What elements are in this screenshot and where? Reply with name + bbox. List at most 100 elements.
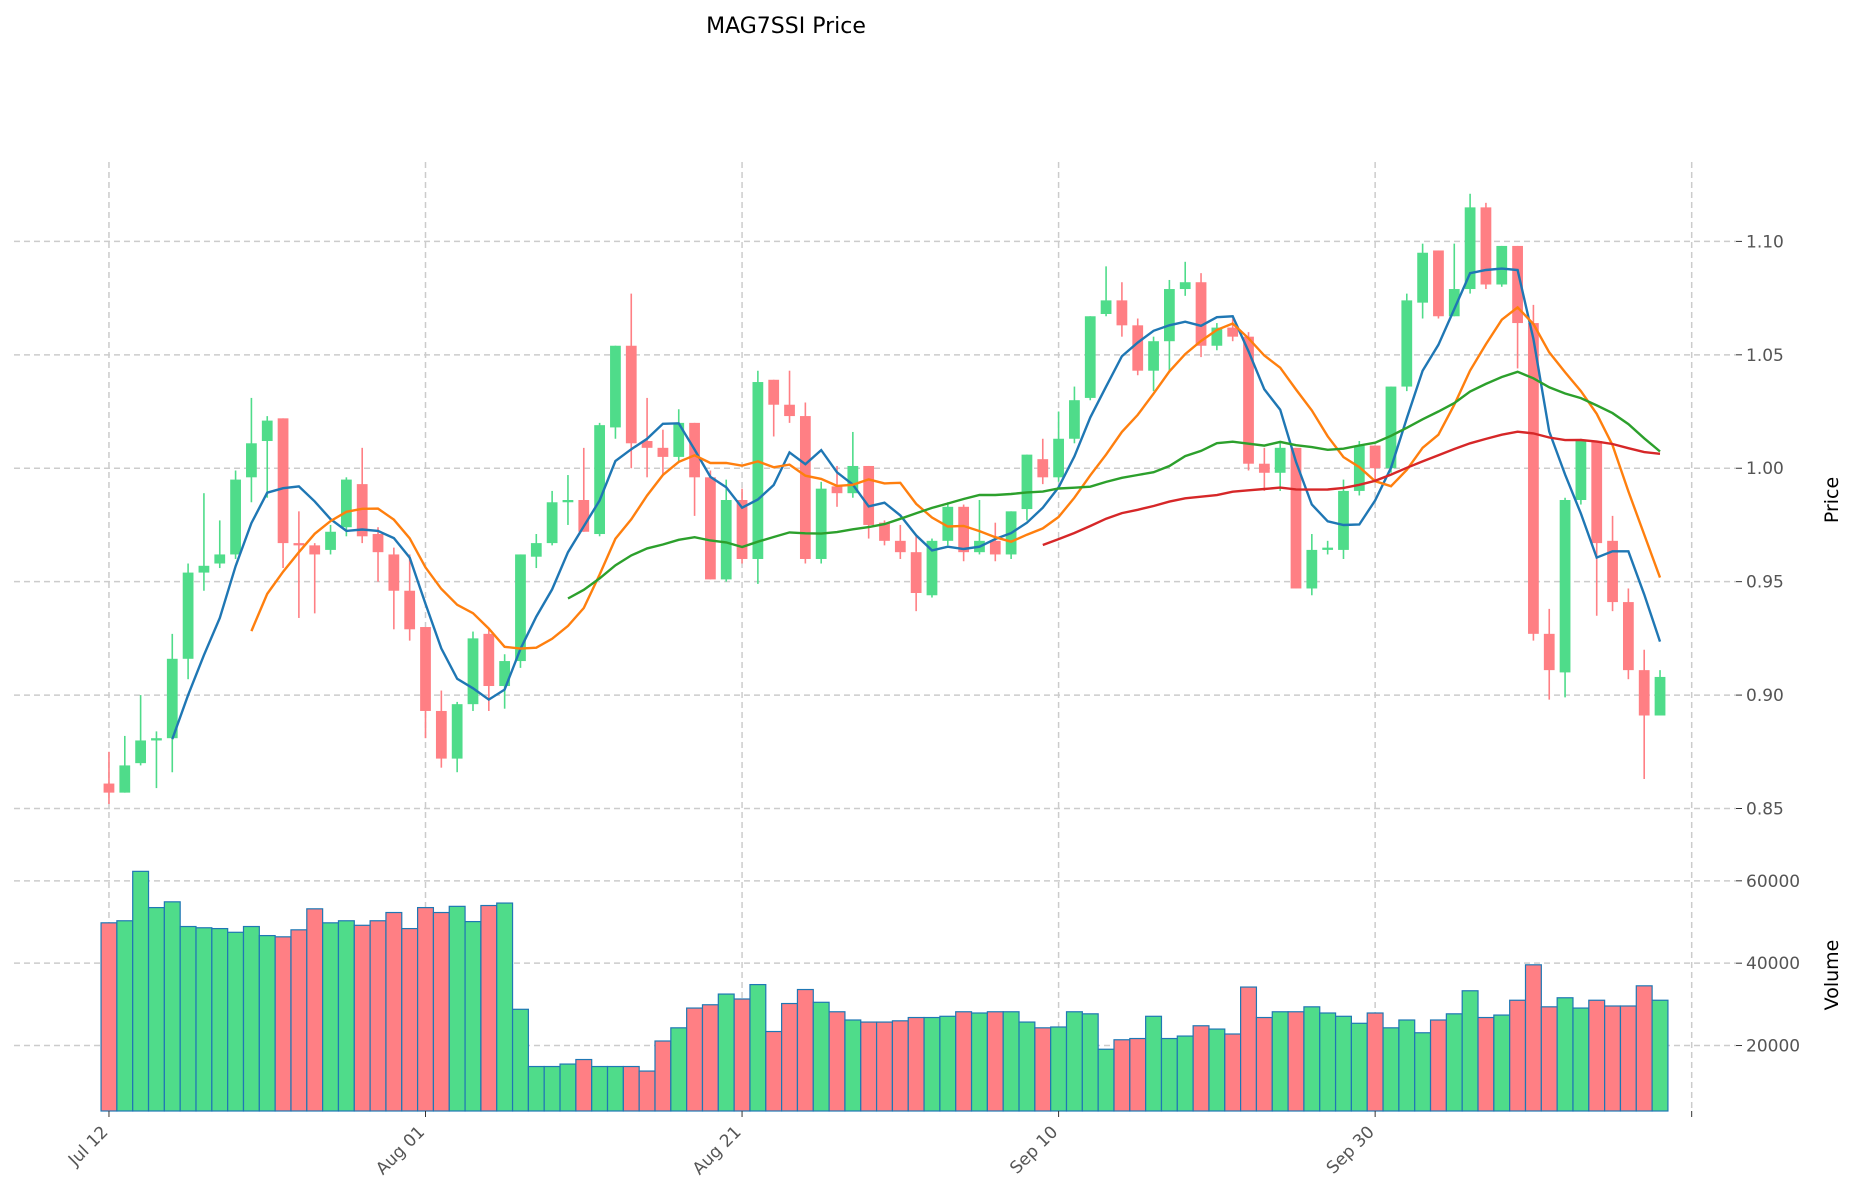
candle-down xyxy=(1258,463,1270,473)
candle-up xyxy=(451,704,463,759)
candle-up xyxy=(815,488,827,559)
volume-bar xyxy=(1081,1013,1099,1112)
candle-down xyxy=(989,540,1001,555)
candle-down xyxy=(958,506,970,553)
volume-bars xyxy=(100,870,1669,1112)
candle-down xyxy=(1369,445,1381,469)
volume-bar xyxy=(923,1016,941,1112)
volume-bar xyxy=(828,1011,846,1112)
candle-down xyxy=(1037,459,1049,478)
volume-bar xyxy=(622,1065,640,1112)
volume-bar xyxy=(907,1016,925,1112)
volume-bar xyxy=(527,1065,545,1112)
candle-up xyxy=(1417,252,1429,303)
candle-down xyxy=(910,552,922,594)
volume-bar xyxy=(1366,1012,1384,1112)
candle-down xyxy=(1227,327,1239,337)
candle-up xyxy=(1164,289,1175,342)
chart-title: MAG7SSI Price xyxy=(706,14,866,39)
candle-down xyxy=(1433,250,1444,317)
volume-bar xyxy=(1018,1021,1036,1112)
volume-bar xyxy=(353,924,371,1112)
candle-up xyxy=(230,479,241,555)
volume-bar xyxy=(274,936,292,1112)
volume-bar xyxy=(1556,997,1574,1112)
candle-up xyxy=(1053,438,1064,478)
volume-bar xyxy=(132,870,150,1112)
candle-up xyxy=(151,738,162,741)
x-tick-label: Sep 30 xyxy=(1323,1122,1379,1178)
volume-bar xyxy=(1113,1039,1131,1112)
candle-down xyxy=(705,477,716,580)
candle-down xyxy=(578,500,590,532)
candle-up xyxy=(261,420,273,442)
candle-down xyxy=(277,418,289,544)
candle-down xyxy=(388,554,400,591)
ma60-line xyxy=(1042,430,1661,547)
volume-bar xyxy=(1145,1015,1163,1112)
volume-bar xyxy=(306,908,324,1112)
candle-down xyxy=(831,486,843,494)
candle-down xyxy=(483,633,495,687)
volume-bar xyxy=(1350,1022,1368,1112)
candle-up xyxy=(1211,327,1223,346)
candle-up xyxy=(1496,245,1508,285)
volume-bar xyxy=(1619,1005,1637,1112)
price-tick-label: 0.85 xyxy=(1746,800,1784,820)
volume-bar xyxy=(701,1004,719,1112)
volume-bar xyxy=(844,1019,862,1112)
x-tick-label: Aug 01 xyxy=(372,1122,429,1179)
volume-bar xyxy=(1208,1028,1226,1112)
volume-bar xyxy=(939,1015,957,1112)
candle-down xyxy=(1480,207,1492,285)
volume-bar xyxy=(1429,1019,1447,1112)
volume-bar xyxy=(749,983,767,1112)
x-tick-label: Sep 10 xyxy=(1006,1122,1062,1178)
candle-down xyxy=(293,543,305,546)
volume-bar xyxy=(1604,1005,1622,1112)
candle-down xyxy=(309,545,321,555)
volume-bar xyxy=(781,1002,799,1112)
volume-bar xyxy=(1382,1027,1400,1112)
candle-up xyxy=(546,502,558,544)
candle-up xyxy=(1559,500,1571,673)
candle-up xyxy=(594,425,605,535)
volume-tick-label: 20000 xyxy=(1746,1037,1800,1057)
volume-bar xyxy=(670,1027,688,1112)
volume-bar xyxy=(575,1058,593,1112)
candle-up xyxy=(1021,454,1033,510)
candle-down xyxy=(1512,245,1523,324)
candle-up xyxy=(720,500,732,580)
candle-down xyxy=(1243,336,1254,464)
volume-bar xyxy=(1572,1007,1590,1112)
candle-down xyxy=(1607,540,1618,603)
candle-up xyxy=(1464,207,1476,290)
candle-up xyxy=(119,765,131,793)
candle-down xyxy=(356,484,368,537)
volume-bar xyxy=(1129,1037,1147,1112)
candle-down xyxy=(863,465,875,525)
candle-down xyxy=(372,534,384,553)
candle-up xyxy=(515,554,526,662)
ma10-line xyxy=(250,305,1662,650)
volume-axis-label: Volume xyxy=(1821,940,1843,1011)
candle-up xyxy=(467,638,479,705)
candle-up xyxy=(926,540,938,596)
candle-down xyxy=(799,416,811,559)
volume-bar xyxy=(242,925,260,1112)
volume-bar xyxy=(955,1011,973,1112)
volume-bar xyxy=(1445,1013,1463,1112)
candle-up xyxy=(1148,341,1159,371)
candle-up xyxy=(1448,289,1460,317)
volume-bar xyxy=(290,929,308,1112)
volume-bar xyxy=(1477,1016,1495,1112)
candle-down xyxy=(1528,323,1539,634)
volume-bar xyxy=(860,1021,878,1112)
candle-up xyxy=(166,658,178,739)
volume-bar xyxy=(116,920,134,1112)
price-tick-label: 0.90 xyxy=(1746,686,1784,706)
volume-bar xyxy=(654,1040,672,1112)
candle-down xyxy=(1132,325,1144,371)
volume-bar xyxy=(322,922,340,1112)
candle-down xyxy=(1622,602,1634,671)
